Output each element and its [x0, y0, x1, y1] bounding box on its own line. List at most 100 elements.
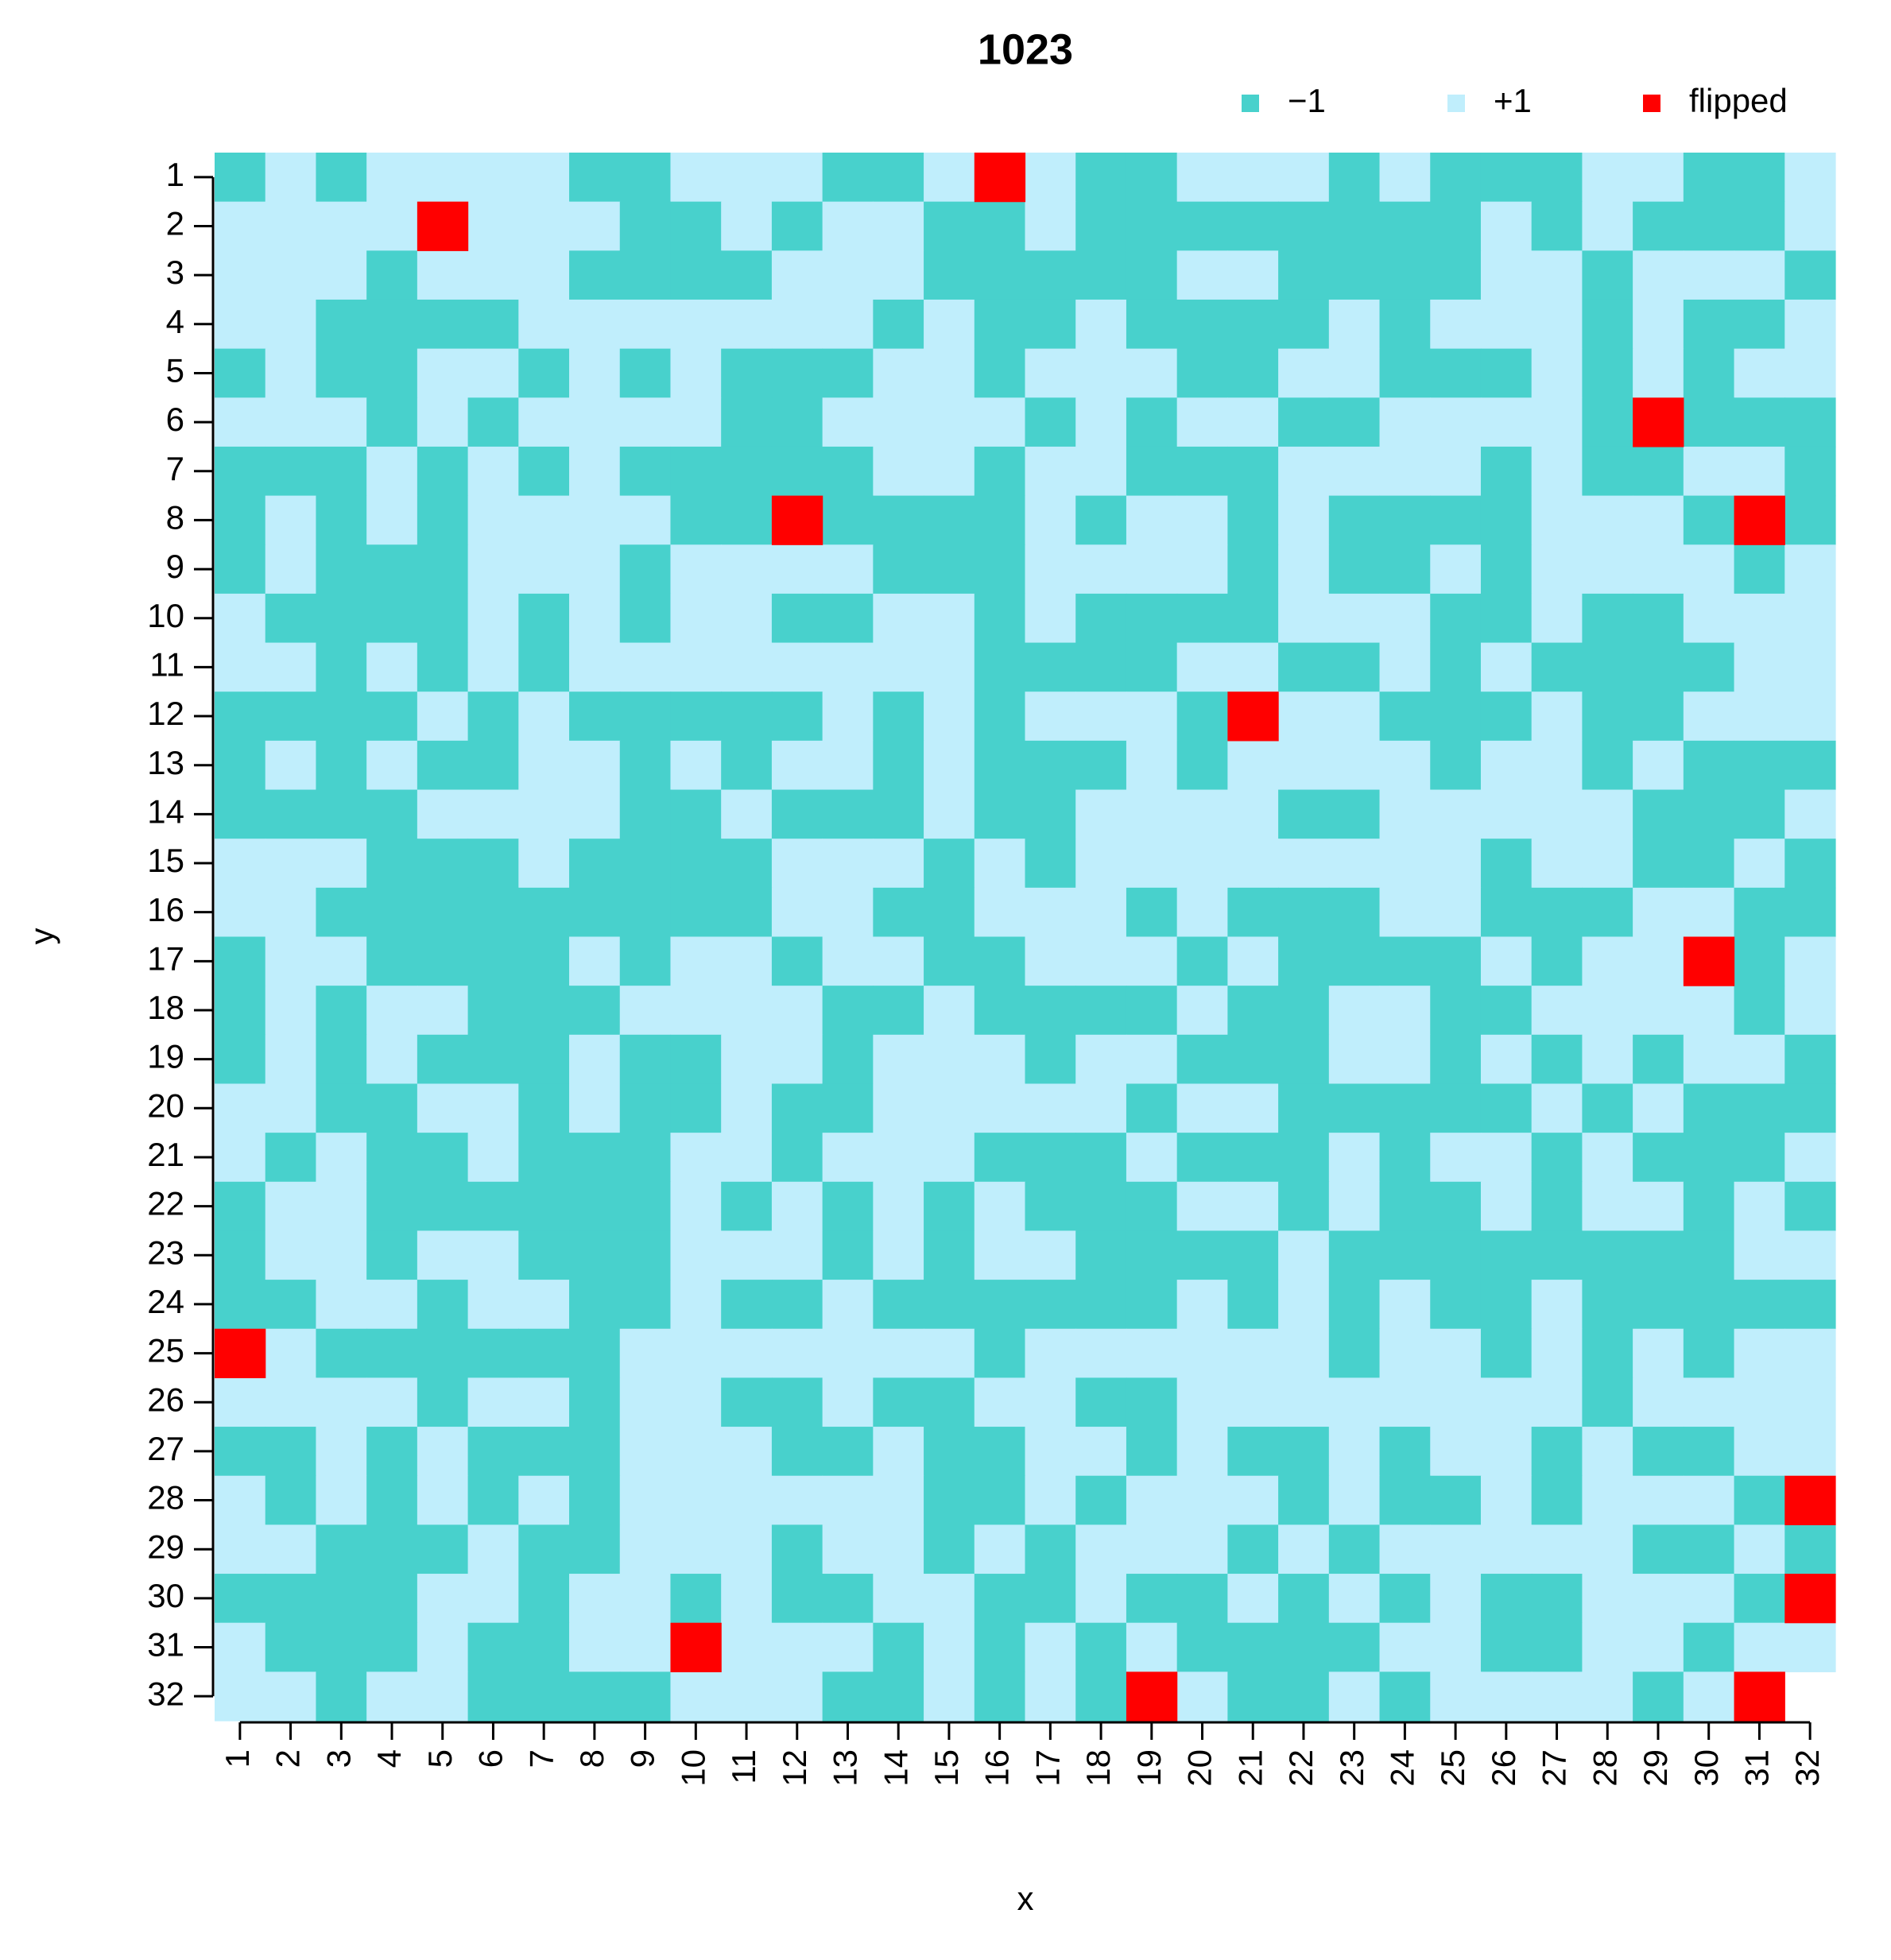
cell: [366, 936, 418, 986]
cell: [974, 1230, 1026, 1280]
cell: [1328, 1083, 1381, 1133]
cell: [974, 299, 1026, 350]
cell: [417, 1280, 469, 1330]
cell: [316, 1083, 367, 1133]
cell: [1227, 1475, 1279, 1525]
cell: [518, 593, 570, 644]
cell: [316, 250, 367, 300]
cell: [1683, 1083, 1735, 1133]
cell: [721, 1574, 773, 1624]
x-tick-label: 4: [370, 1749, 408, 1768]
cell: [1176, 446, 1228, 497]
cell: [1025, 1181, 1076, 1232]
cell: [771, 642, 823, 692]
cell: [1633, 1622, 1684, 1672]
cell: [1379, 936, 1431, 986]
y-tick-label: 13: [147, 744, 184, 781]
cell: [1176, 691, 1228, 742]
x-tick-label: 3: [320, 1749, 357, 1768]
cell: [1633, 495, 1684, 545]
cell: [569, 1280, 621, 1330]
cell: [1582, 1622, 1633, 1672]
cell: [1227, 839, 1279, 889]
cell: [1582, 397, 1633, 447]
cell: [974, 887, 1026, 938]
cell: [1025, 1671, 1076, 1722]
cell: [1480, 740, 1533, 791]
cell: [518, 1671, 570, 1722]
cell: [974, 544, 1026, 595]
cell: [1075, 1524, 1127, 1575]
cell: [417, 1230, 469, 1280]
cell: [1379, 348, 1431, 398]
flipped-cell: [974, 153, 1026, 203]
cell: [1075, 1083, 1127, 1133]
cell: [1531, 299, 1583, 350]
cell: [1734, 153, 1785, 203]
cell: [417, 986, 469, 1036]
cell: [467, 495, 519, 545]
cell: [1278, 789, 1330, 839]
cell: [1683, 1280, 1735, 1330]
cell: [215, 299, 266, 350]
cell: [1328, 1230, 1381, 1280]
cell: [467, 1671, 519, 1722]
cell: [1176, 1083, 1228, 1133]
cell: [1430, 839, 1482, 889]
cell: [670, 1034, 722, 1085]
cell: [1633, 1427, 1684, 1477]
cell: [467, 1377, 519, 1427]
cell: [771, 839, 823, 889]
cell: [670, 1427, 722, 1477]
cell: [822, 250, 874, 300]
cell: [467, 691, 519, 742]
cell: [924, 1230, 975, 1280]
cell: [518, 986, 570, 1036]
cell: [1683, 887, 1735, 938]
cell: [1075, 1377, 1127, 1427]
cell: [619, 887, 672, 938]
cell: [1734, 1133, 1785, 1183]
cell: [569, 1622, 621, 1672]
flipped-cell: [1784, 1475, 1836, 1525]
cell: [569, 397, 621, 447]
cell: [974, 691, 1026, 742]
cell: [670, 1328, 722, 1379]
cell: [1328, 1377, 1381, 1427]
cell: [1683, 642, 1735, 692]
cell: [1025, 446, 1076, 497]
cell: [1126, 544, 1178, 595]
cell: [1025, 1377, 1076, 1427]
cell: [974, 348, 1026, 398]
cell: [721, 593, 773, 644]
cell: [1176, 839, 1228, 889]
cell: [924, 1574, 975, 1624]
cell: [316, 936, 367, 986]
cell: [974, 642, 1026, 692]
cell: [316, 1181, 367, 1232]
cell: [1633, 936, 1684, 986]
y-tick-label: 17: [147, 939, 184, 977]
cell: [1531, 1475, 1583, 1525]
cell: [873, 201, 924, 251]
cell: [1328, 986, 1381, 1036]
cell: [670, 1230, 722, 1280]
cell: [873, 1377, 924, 1427]
cell: [1227, 1427, 1279, 1477]
y-tick-label: 31: [147, 1626, 184, 1664]
cell: [1480, 1280, 1533, 1330]
cell: [316, 1230, 367, 1280]
cell: [467, 593, 519, 644]
cell: [1784, 544, 1836, 595]
cell: [873, 1524, 924, 1575]
cell: [771, 1377, 823, 1427]
cell: [619, 593, 672, 644]
cell: [1480, 299, 1533, 350]
cell: [1582, 691, 1633, 742]
cell: [1531, 1377, 1583, 1427]
cell: [822, 1524, 874, 1575]
cell: [924, 446, 975, 497]
cell: [366, 299, 418, 350]
cell: [1430, 544, 1482, 595]
cell: [1379, 1280, 1431, 1330]
